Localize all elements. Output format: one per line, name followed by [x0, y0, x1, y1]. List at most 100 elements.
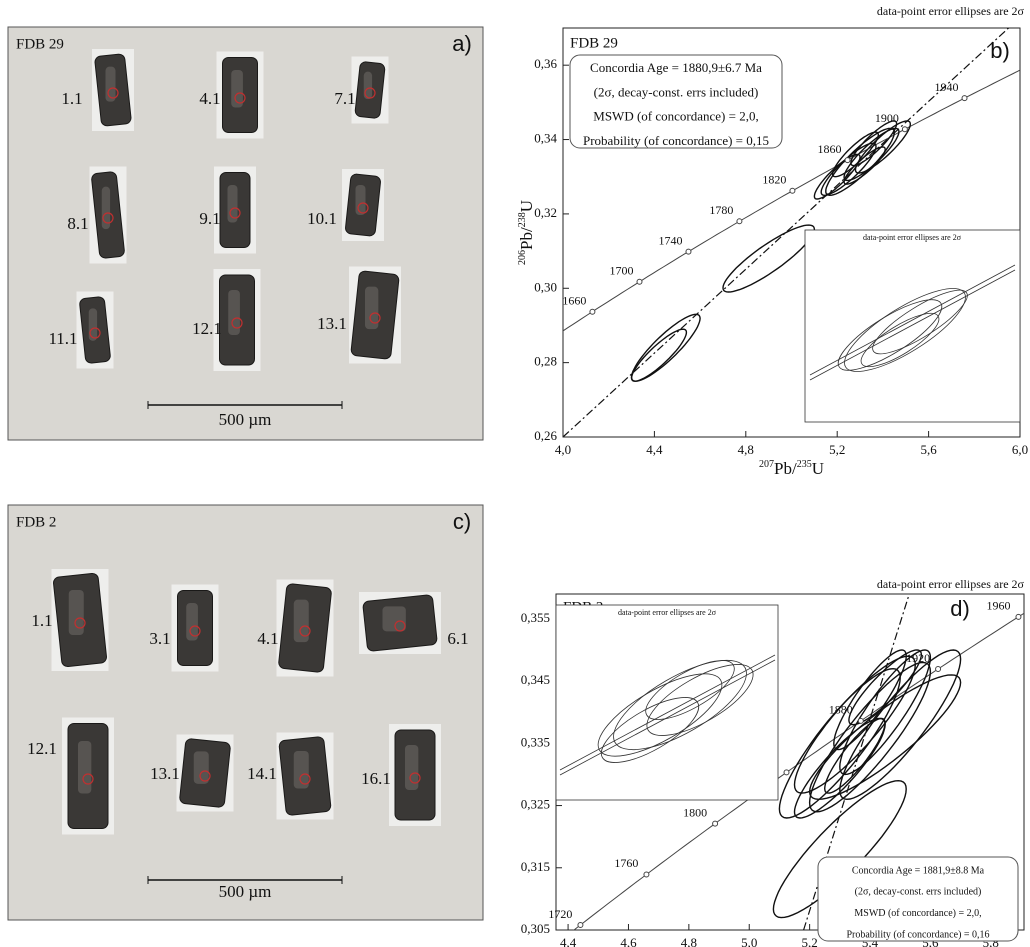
label-part: U: [812, 459, 824, 478]
grain-highlight: [186, 603, 198, 641]
note: data-point error ellipses are 2σ: [877, 577, 1025, 591]
grain-highlight: [382, 606, 406, 632]
inset-b: data-point error ellipses are 2σ: [804, 229, 1021, 423]
error-ellipse: [823, 717, 886, 794]
age-label: 1720: [548, 907, 572, 921]
spot: [82, 773, 94, 785]
age-marker: [589, 308, 596, 315]
spot: [299, 773, 311, 785]
y-tick-label: 0,32: [534, 205, 557, 220]
label-superscript: 238: [517, 212, 528, 227]
grain-label: 1.1: [31, 611, 52, 630]
age-marker: [1015, 613, 1022, 620]
grain-label: 1.1: [61, 89, 82, 108]
grain-highlight: [365, 286, 379, 330]
discordia-line: [563, 28, 1009, 437]
spot: [199, 770, 211, 782]
error-ellipse: [850, 120, 898, 167]
photo-panel: FDB 29 a) 1.1 4.1 7.1 8.1 9.1 10.1 11.1 12.1 13.1 5…: [7, 26, 484, 441]
panel-label: c): [453, 509, 471, 534]
y-tick-label: 0,36: [534, 56, 557, 71]
spot: [189, 625, 201, 637]
age-label: 1860: [818, 142, 842, 156]
x-tick-label: 5,6: [920, 442, 937, 457]
error-ellipse: [722, 224, 816, 293]
scale-label: 500 µm: [219, 410, 272, 429]
grain-highlight: [293, 599, 309, 643]
photo-background: [7, 504, 484, 921]
age-box-line: Concordia Age = 1881,9±8.8 Ma: [852, 865, 985, 876]
grain-label: 9.1: [199, 209, 220, 228]
inset-frame: [804, 229, 1021, 423]
note: data-point error ellipses are 2σ: [877, 4, 1025, 18]
x-tick-label: 5,0: [741, 935, 757, 947]
grain-highlight: [228, 290, 240, 335]
x-tick-label: 4,4: [646, 442, 663, 457]
age-box: [569, 54, 783, 149]
age-marker: [961, 95, 968, 102]
age-label: 1900: [875, 111, 899, 125]
inset-note: data-point error ellipses are 2σ: [618, 608, 717, 617]
grain-highlight: [105, 66, 116, 102]
spot: [369, 312, 381, 324]
error-ellipse: [839, 649, 932, 776]
y-tick-label: 0,335: [521, 734, 550, 749]
age-box-line: (2σ, decay-const. errs included): [855, 887, 982, 898]
spot: [299, 625, 311, 637]
label-superscript: 207: [759, 459, 774, 470]
age-marker: [577, 922, 584, 929]
x-tick-label: 5,2: [829, 442, 845, 457]
age-marker: [901, 126, 908, 133]
grain-label: 10.1: [307, 209, 337, 228]
age-box: [817, 856, 1019, 942]
concordia-curve: [563, 69, 1020, 332]
grain-label: 16.1: [361, 769, 391, 788]
inset-note: data-point error ellipses are 2σ: [863, 233, 962, 242]
error-ellipse: [839, 649, 962, 801]
x-tick-label: 5,2: [802, 935, 818, 947]
spot: [357, 202, 369, 214]
age-label: 1700: [609, 264, 633, 278]
photo-panel: FDB 2 c) 1.1 3.1 4.1 6.1 12.1 13.1 14.1 16.1 500 µ…: [7, 504, 484, 921]
grain-label: 4.1: [199, 89, 220, 108]
x-label: 207Pb/235U: [759, 459, 824, 478]
label-part: Pb/: [517, 227, 536, 250]
grain-highlight: [293, 751, 309, 789]
plot-area: [563, 28, 1020, 437]
x-tick-label: 6,0: [1012, 442, 1028, 457]
age-box-line: MSWD (of concordance) = 2,0,: [593, 109, 758, 124]
inset-d: data-point error ellipses are 2σ: [555, 604, 779, 801]
spot: [234, 92, 246, 104]
age-marker: [636, 278, 643, 285]
spot: [107, 87, 119, 99]
grain-label: 13.1: [317, 314, 347, 333]
grain-highlight: [68, 590, 84, 635]
age-marker: [643, 871, 650, 878]
age-label: 1820: [762, 173, 786, 187]
y-tick-label: 0,325: [521, 797, 550, 812]
label-part: Pb/: [774, 459, 797, 478]
age-marker: [712, 820, 719, 827]
age-box-line: Concordia Age = 1880,9±6.7 Ma: [590, 60, 762, 75]
grain-label: 12.1: [27, 739, 57, 758]
age-box-line: (2σ, decay-const. errs included): [594, 84, 759, 99]
label-part: U: [517, 200, 536, 212]
error-ellipse: [772, 779, 907, 919]
age-marker: [736, 218, 743, 225]
grain-label: 12.1: [192, 319, 222, 338]
sample-name: FDB 29: [16, 36, 64, 52]
error-ellipse: [630, 328, 688, 382]
error-ellipse: [848, 649, 923, 726]
grain-label: 13.1: [150, 764, 180, 783]
age-label: 1780: [709, 203, 733, 217]
grain-label: 8.1: [67, 214, 88, 233]
age-marker: [783, 769, 790, 776]
age-marker: [857, 717, 864, 724]
y-tick-label: 0,315: [521, 859, 550, 874]
age-marker: [844, 157, 851, 164]
grain-label: 11.1: [48, 329, 77, 348]
age-label: 1940: [935, 80, 959, 94]
error-ellipse: [820, 142, 877, 197]
grain-label: 4.1: [257, 629, 278, 648]
